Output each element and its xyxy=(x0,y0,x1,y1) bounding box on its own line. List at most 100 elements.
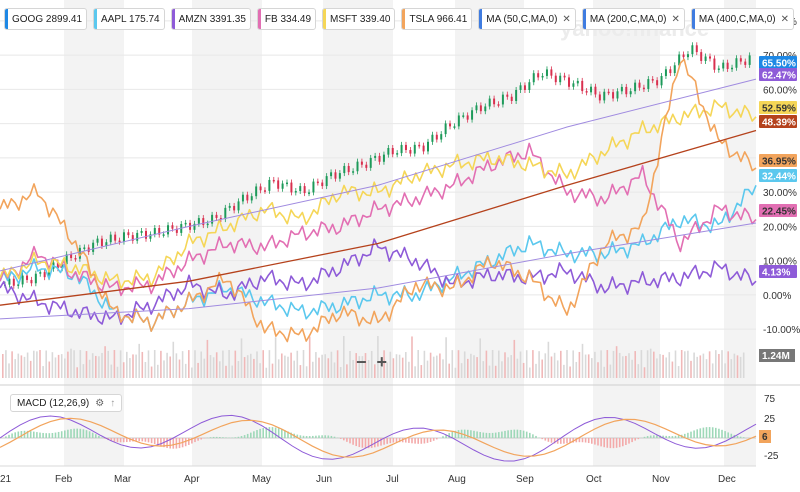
candle xyxy=(118,240,121,243)
volume-bar xyxy=(646,350,649,378)
volume-bar xyxy=(370,350,373,378)
candle xyxy=(343,165,346,174)
macd-hist-bar xyxy=(160,438,162,447)
legend-chip[interactable]: AMZN 3391.35 xyxy=(170,8,251,30)
candle xyxy=(316,181,319,184)
macd-hist-bar xyxy=(150,438,153,444)
macd-hist-bar xyxy=(646,436,649,438)
candle xyxy=(660,76,663,86)
close-icon[interactable]: ✕ xyxy=(562,13,571,25)
x-tick-label: Feb xyxy=(55,474,73,485)
volume-tag-label: 1.24M xyxy=(762,351,790,362)
candle xyxy=(585,91,588,93)
candle xyxy=(519,85,522,90)
volume-bar xyxy=(364,353,367,378)
volume-bar xyxy=(113,350,116,378)
candle xyxy=(162,234,165,236)
macd-hist-bar xyxy=(225,437,227,438)
volume-bar xyxy=(532,350,534,378)
volume-bar xyxy=(250,353,252,378)
volume-bar xyxy=(203,358,206,378)
volume-bar xyxy=(64,358,66,378)
candle xyxy=(241,194,244,202)
legend-label: TSLA 966.41 xyxy=(409,13,468,25)
volume-bar xyxy=(380,367,382,378)
candle xyxy=(462,115,465,117)
end-tag: 22.45% xyxy=(759,204,797,218)
macd-hist-bar xyxy=(550,438,553,443)
gear-icon[interactable]: ⚙ xyxy=(95,397,105,409)
volume-bar xyxy=(637,364,640,378)
candle xyxy=(92,242,95,252)
volume-bar xyxy=(569,366,571,378)
volume-bar xyxy=(408,361,410,378)
series-tsla-line xyxy=(0,58,757,343)
macd-hist-bar xyxy=(662,435,664,438)
macd-hist-bar xyxy=(67,429,69,438)
volume-bar xyxy=(259,363,261,378)
candle xyxy=(206,223,209,226)
macd-hist-bar xyxy=(532,434,534,438)
volume-bar xyxy=(470,353,472,378)
macd-hist-bar xyxy=(36,432,38,438)
macd-hist-bar xyxy=(727,432,729,438)
macd-hist-bar xyxy=(355,438,357,447)
legend-chip[interactable]: GOOG 2899.41 xyxy=(4,8,88,30)
volume-bar xyxy=(401,357,404,378)
volume-bar xyxy=(110,364,113,378)
end-tag-label: 4.13% xyxy=(762,268,790,279)
volume-bar xyxy=(420,365,423,378)
macd-hist-bar xyxy=(85,430,88,438)
series-ma-400--line xyxy=(0,129,757,306)
volume-bar xyxy=(14,359,16,378)
macd-hist-bar xyxy=(389,438,392,444)
end-tag: 32.44% xyxy=(759,169,797,183)
macd-hist-bar xyxy=(346,438,348,442)
legend-chip[interactable]: MA (200,C,MA,0) ✕ xyxy=(581,8,685,30)
macd-hist-bar xyxy=(308,436,311,438)
volume-bar xyxy=(699,355,702,378)
macd-hist-bar xyxy=(522,430,525,438)
legend-chip[interactable]: MSFT 339.40 xyxy=(322,8,396,30)
volume-bar xyxy=(144,362,147,378)
volume-bar xyxy=(541,359,543,378)
candle xyxy=(700,52,703,61)
macd-hist-bar xyxy=(39,432,41,438)
macd-line xyxy=(0,414,757,462)
close-icon[interactable]: ✕ xyxy=(671,13,680,25)
zoom-out-button[interactable]: − xyxy=(356,352,367,372)
legend-chip[interactable]: MA (400,C,MA,0) ✕ xyxy=(690,8,794,30)
macd-hist-bar xyxy=(237,436,240,438)
volume-bar xyxy=(315,352,317,378)
candle xyxy=(347,165,350,173)
macd-hist-bar xyxy=(504,430,506,438)
legend-chip[interactable]: TSLA 966.41 xyxy=(401,8,473,30)
price-chart[interactable]: yahoo!finance80.00%70.00%60.00%50.00%40.… xyxy=(0,0,800,384)
legend-color-swatch xyxy=(5,9,8,29)
candle xyxy=(607,91,610,94)
macd-label-chip[interactable]: MACD (12,26,9) ⚙ ↑ xyxy=(10,394,123,412)
legend-chip[interactable]: FB 334.49 xyxy=(256,8,317,30)
macd-hist-bar xyxy=(463,429,466,438)
close-icon[interactable]: ✕ xyxy=(780,13,789,25)
legend-chip[interactable]: MA (50,C,MA,0) ✕ xyxy=(478,8,576,30)
candle xyxy=(629,91,632,95)
zoom-in-button[interactable]: + xyxy=(376,352,388,372)
candle xyxy=(171,225,174,229)
candle xyxy=(211,214,214,224)
macd-chart[interactable]: 75 25 -25 6 21 Feb Mar Apr May Jun Jul Aug Sep Oct Nov… xyxy=(0,384,800,492)
macd-hist-bar xyxy=(668,436,671,438)
macd-hist-bar xyxy=(14,432,16,438)
volume-bar xyxy=(674,350,677,378)
candle xyxy=(413,144,416,154)
arrow-up-icon[interactable]: ↑ xyxy=(110,397,116,409)
volume-bar xyxy=(157,364,159,378)
macd-hist-bar xyxy=(730,433,733,438)
macd-hist-bar xyxy=(584,438,587,443)
candle xyxy=(131,235,134,241)
candle xyxy=(537,73,540,78)
legend-chip[interactable]: AAPL 175.74 xyxy=(93,8,165,30)
candle xyxy=(541,75,544,78)
macd-hist-bar xyxy=(169,438,171,449)
macd-hist-bar xyxy=(615,438,618,448)
